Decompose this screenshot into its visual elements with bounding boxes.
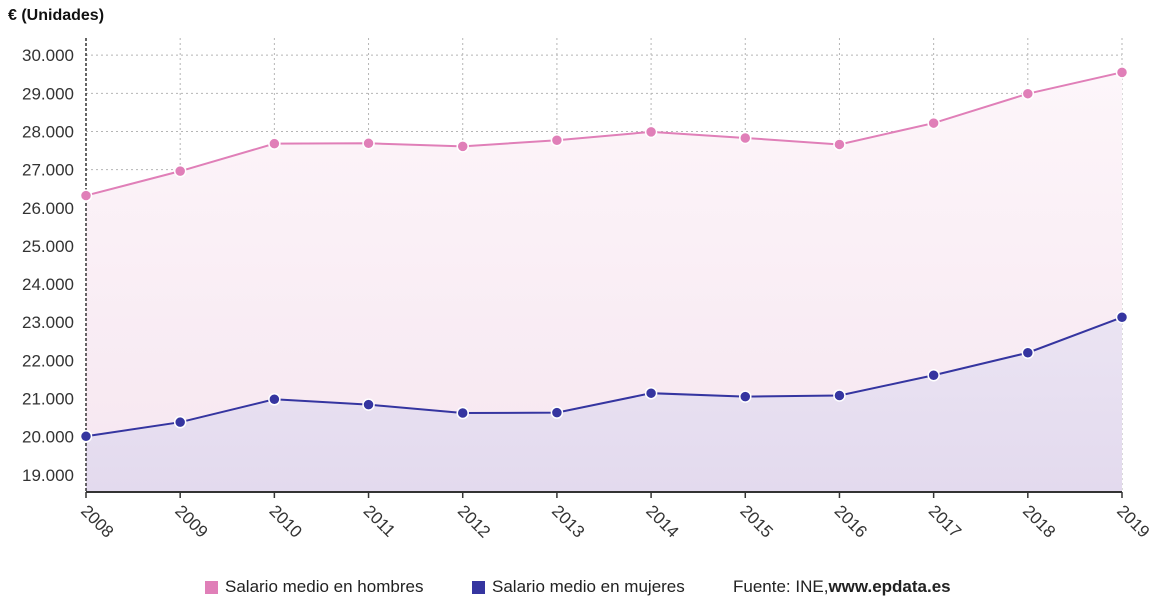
- data-point-women: [1115, 311, 1129, 324]
- data-point-men: [927, 116, 940, 130]
- x-tick-label: 2015: [736, 501, 776, 541]
- y-axis-unit-label: € (Unidades): [8, 7, 105, 24]
- data-point-women: [173, 415, 187, 429]
- data-point-men: [173, 164, 187, 178]
- series-line-men: [85, 71, 1123, 197]
- axes: [85, 38, 1123, 498]
- y-tick-label: 27.000: [22, 161, 74, 180]
- data-point-women: [644, 386, 658, 400]
- data-point-women: [833, 389, 846, 402]
- x-tick-label: 2014: [642, 501, 682, 541]
- x-tick-label: 2011: [360, 501, 399, 540]
- area-men: [86, 72, 1122, 493]
- area-women: [86, 317, 1122, 492]
- y-tick-label: 20.000: [22, 428, 74, 447]
- x-tick-label: 2013: [548, 501, 588, 541]
- y-tick-label: 30.000: [22, 46, 74, 65]
- data-point-women: [1021, 346, 1035, 359]
- x-tick-label: 2012: [454, 501, 494, 541]
- y-tick-label: 22.000: [22, 351, 74, 370]
- data-point-men: [79, 189, 93, 202]
- legend-swatch-men: [205, 580, 218, 594]
- y-tick-label: 26.000: [22, 199, 74, 218]
- legend: Salario medio en hombres Salario medio e…: [0, 573, 1165, 601]
- y-tick-label: 25.000: [22, 237, 74, 256]
- y-tick-label: 24.000: [22, 275, 74, 294]
- y-tick-label: 28.000: [22, 122, 74, 141]
- x-tick-label: 2009: [171, 501, 211, 541]
- y-tick-label: 21.000: [22, 390, 74, 409]
- x-tick-labels: 2008 2009 2010 2011 2012 2013 2014 2015 2016 2017…: [77, 501, 1153, 541]
- data-point-men: [644, 125, 658, 139]
- data-point-men: [456, 140, 469, 153]
- series-lines: [85, 71, 1123, 438]
- legend-label-men: Salario medio en hombres: [225, 577, 424, 596]
- x-tick-label: 2018: [1019, 501, 1059, 541]
- data-point-men: [833, 138, 846, 151]
- x-tick-label: 2010: [266, 501, 306, 541]
- data-point-women: [550, 406, 564, 419]
- legend-item-men[interactable]: Salario medio en hombres: [205, 577, 423, 597]
- data-point-women: [456, 406, 469, 420]
- data-point-women: [739, 390, 752, 403]
- y-tick-label: 19.000: [22, 466, 74, 485]
- x-tick-label: 2019: [1113, 501, 1153, 541]
- y-tick-labels: 19.000 20.000 21.000 22.000 23.000 24.000 25.0…: [22, 46, 74, 485]
- source-prefix: Fuente: INE,: [733, 577, 829, 596]
- series-points: [79, 66, 1129, 443]
- x-tick-label: 2016: [831, 501, 871, 541]
- data-point-women: [79, 430, 93, 443]
- y-tick-label: 29.000: [22, 84, 74, 103]
- data-point-women: [927, 369, 940, 382]
- data-point-women: [268, 393, 281, 406]
- legend-label-women: Salario medio en mujeres: [492, 577, 685, 596]
- data-point-men: [1021, 87, 1035, 100]
- data-point-men: [362, 137, 375, 150]
- source-link[interactable]: www.epdata.es: [828, 577, 951, 596]
- data-point-men: [268, 137, 281, 150]
- series-line-women: [85, 316, 1123, 438]
- data-point-men: [739, 131, 752, 145]
- source-note: Fuente: INE, www.epdata.es: [733, 577, 951, 597]
- y-tick-label: 23.000: [22, 313, 74, 332]
- legend-swatch-women: [472, 580, 485, 594]
- data-point-men: [550, 133, 564, 147]
- line-chart: 19.000 20.000 21.000 22.000 23.000 24.000 25.0…: [22, 38, 1153, 542]
- series-areas: [86, 72, 1122, 493]
- x-tick-label: 2008: [77, 501, 117, 541]
- data-point-men: [1115, 66, 1129, 79]
- data-point-women: [362, 398, 375, 411]
- legend-item-women[interactable]: Salario medio en mujeres: [472, 577, 685, 597]
- x-tick-label: 2017: [925, 501, 965, 541]
